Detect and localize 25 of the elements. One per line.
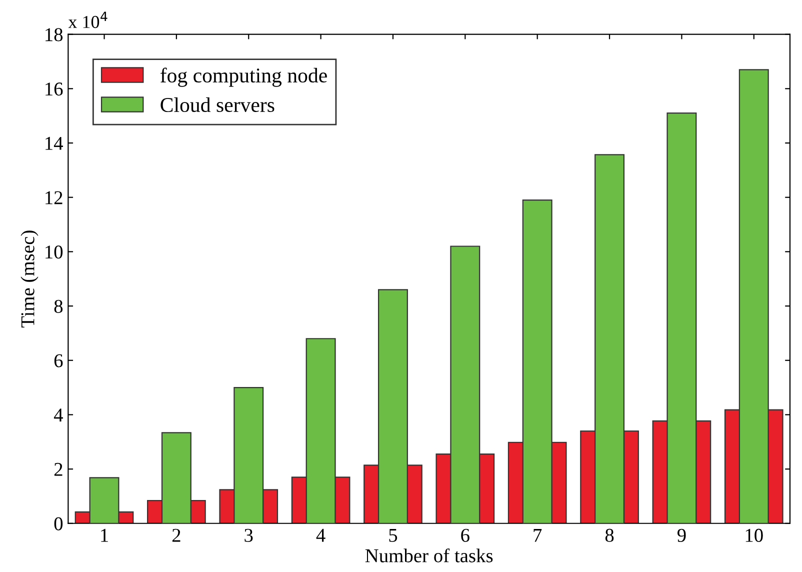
y-tick-label: 14: [46, 136, 64, 150]
y-tick-label: 8: [54, 300, 63, 313]
x-tick-label: 4: [316, 528, 326, 542]
y-tick-label: 2: [54, 462, 62, 476]
x-tick-label: 2: [172, 528, 180, 542]
y-tick-label: 6: [54, 354, 63, 368]
x-tick-label: 7: [534, 529, 542, 542]
x-tick-label: 10: [746, 528, 763, 542]
x-tick-label: 1: [101, 528, 108, 542]
y-axis-title: Time (msec): [20, 230, 38, 328]
text: x 10$^{4}$: [68, 12, 108, 28]
y-tick-label: 16: [46, 82, 63, 96]
x-tick-label: 3: [244, 528, 253, 542]
x-tick-label: 6: [461, 528, 470, 542]
x-tick-label: 9: [677, 528, 686, 542]
legend-label: fog computing node: [160, 68, 327, 87]
y-tick-label: 10: [46, 245, 63, 259]
x-axis-title: Number of tasks: [365, 548, 493, 562]
y-tick-label: 0: [54, 517, 63, 530]
y-tick-label: 4: [54, 408, 64, 422]
y-tick-label: 18: [46, 28, 63, 42]
y-tick-label: 12: [46, 191, 62, 204]
x-tick-label: 8: [605, 528, 614, 542]
x-tick-label: 5: [389, 529, 398, 542]
legend-label: Cloud servers: [160, 97, 274, 112]
